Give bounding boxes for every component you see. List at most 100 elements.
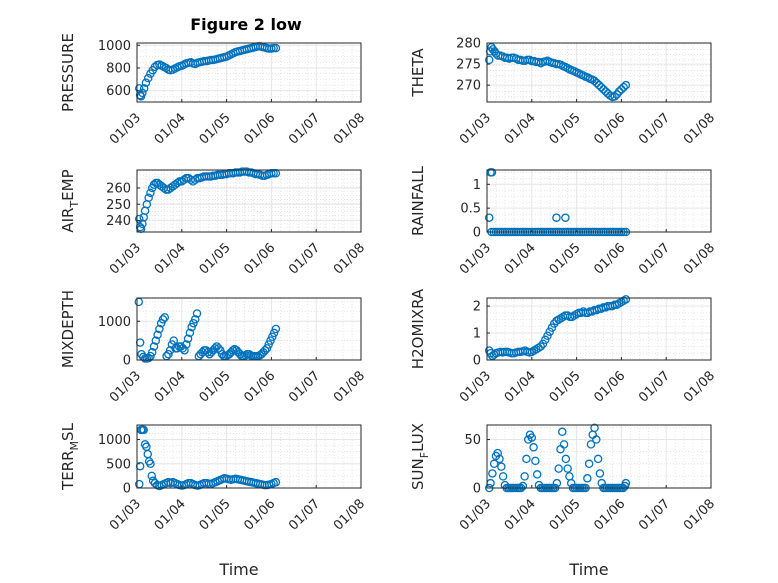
data-point [192,309,202,318]
data-point [269,328,279,338]
data-point [266,336,275,345]
y-tick-label: 600 [106,84,131,99]
x-tick-label: 01/08 [331,368,368,405]
data-point [187,322,196,332]
x-tick-label: 01/05 [197,240,234,277]
data-point [527,433,537,442]
series-theta [484,42,631,102]
data-point [545,327,554,336]
x-tick-label: 01/04 [152,240,189,277]
x-tick-label: 01/07 [636,110,673,147]
x-tick-label: 01/05 [547,110,584,147]
y-tick-label: 260 [106,181,131,196]
data-point [183,334,193,343]
y-tick-label: 0 [473,482,481,497]
data-point [173,178,182,188]
x-tick-label: 01/06 [591,240,628,277]
x-tick-label: 01/08 [331,496,368,533]
data-point [158,315,168,324]
data-point [484,213,494,222]
y-tick-label: 1000 [98,315,131,330]
data-point [139,84,149,93]
data-point [532,470,542,479]
data-point [138,88,147,98]
y-axis-label-terr-msl: TERRMSL [59,422,81,491]
data-point [498,472,508,481]
data-point [151,336,161,345]
axes-frame-theta [486,42,712,103]
series-air-temp [134,167,281,233]
data-point [621,295,631,304]
axes-frame-rainfall [486,169,712,233]
x-tick-label: 01/06 [241,368,278,405]
data-point [153,330,162,340]
y-tick-label: 1000 [98,433,131,448]
x-tick-label: 01/08 [331,240,368,277]
x-tick-label: 01/04 [152,368,189,405]
data-point [614,87,624,96]
data-point [617,85,626,94]
y-tick-label: 280 [456,37,481,52]
subplot-h2omixra: 01/03 01/04 01/05 01/06 01/07 01/08 0 1 2 H2OMIXR… [409,288,718,405]
y-tick-label: 500 [106,457,131,472]
data-point [592,78,602,88]
x-tick-label: 01/07 [286,496,323,533]
x-tick-label: 01/06 [241,110,278,147]
data-point [164,349,173,359]
y-axis-label-mixdepth: MIXDEPTH [59,290,77,368]
data-point [538,339,548,349]
x-tick-label: 01/06 [241,496,278,533]
y-tick-label: 2 [473,300,481,315]
data-point [155,324,164,334]
subplot-theta: 01/03 01/04 01/05 01/06 01/07 01/08 270 275 280 T… [409,37,718,148]
x-tick-label: 01/06 [591,110,628,147]
y-tick-label: 0.5 [460,202,481,217]
plot-area-theta [487,43,711,102]
x-tick-label: 01/07 [286,240,323,277]
y-tick-label: 250 [106,198,131,213]
x-tick-label: 01/06 [591,496,628,533]
x-tick-label: 01/03 [457,368,494,405]
data-point [561,454,571,464]
data-point [271,43,281,53]
y-axis-label-sun-flux: SUNFLUX [409,423,431,490]
data-point [146,459,155,469]
data-point [531,456,540,466]
x-tick-label: 01/05 [547,496,584,533]
y-tick-label: 275 [456,58,481,73]
x-tick-label: 01/03 [107,240,144,277]
plot-area-sun-flux [487,425,711,488]
data-point [594,80,604,90]
data-point [590,423,599,433]
data-point [586,440,596,449]
y-tick-label: 240 [106,214,131,229]
x-tick-label: 01/08 [681,240,718,277]
data-point [621,478,631,488]
data-point [487,168,497,177]
data-point [520,472,529,481]
x-tick-label: 01/08 [331,110,368,147]
data-point [561,213,570,222]
data-point [596,83,606,92]
x-tick-label: 01/08 [681,368,718,405]
x-tick-label: 01/04 [502,240,539,277]
data-point [139,425,148,435]
data-point [543,331,552,340]
subplot-mixdepth: 01/03 01/04 01/05 01/06 01/07 01/08 0 1000 MIXDE… [59,290,368,406]
x-tick-label: 01/03 [457,240,494,277]
y-tick-label: 0 [123,354,131,369]
data-point [595,469,605,478]
data-point [203,347,213,357]
y-tick-label: 0 [473,354,481,369]
data-point [563,464,572,473]
data-point [518,481,528,491]
subplot-sun-flux: 01/03 01/04 01/05 01/06 01/07 01/08 0 50 SUNFLUX… [409,423,718,579]
data-point [491,49,501,58]
data-point [584,459,594,469]
data-point [147,471,157,481]
axes-frame-terr-msl [136,424,362,489]
data-point [540,335,550,345]
axes-frame-mixdepth [136,297,362,361]
x-tick-label: 01/06 [591,368,628,405]
